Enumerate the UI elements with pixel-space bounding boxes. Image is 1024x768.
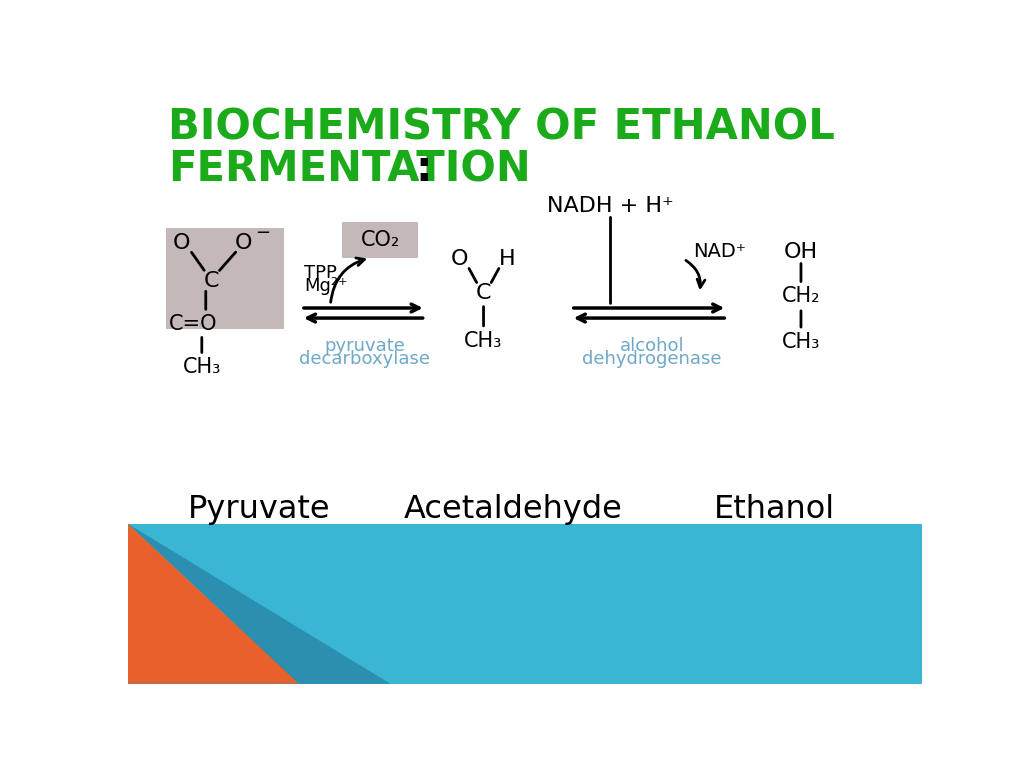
Text: TPP,: TPP, [304,263,343,282]
Text: CH₂: CH₂ [781,286,820,306]
Text: NAD⁺: NAD⁺ [692,243,745,261]
Text: Ethanol: Ethanol [714,494,836,525]
Text: H: H [499,249,516,269]
Text: Acetaldehyde: Acetaldehyde [403,494,623,525]
Text: −: − [255,224,270,242]
Text: Mg²⁺: Mg²⁺ [304,277,348,295]
Polygon shape [128,584,390,684]
Text: CO₂: CO₂ [360,230,400,250]
Polygon shape [128,524,299,684]
Text: CH₃: CH₃ [464,330,503,350]
Text: CH₃: CH₃ [781,332,820,352]
Text: OH: OH [784,242,818,262]
Text: O: O [173,233,190,253]
Text: C: C [476,283,492,303]
Text: alcohol: alcohol [620,337,684,356]
Text: C=O: C=O [169,314,217,334]
Text: :: : [416,148,432,190]
Text: pyruvate: pyruvate [324,337,404,356]
Polygon shape [128,524,922,684]
Text: FERMENTATION: FERMENTATION [168,148,530,190]
Text: NADH + H⁺: NADH + H⁺ [547,196,674,216]
Text: O: O [451,249,468,269]
Text: decarboxylase: decarboxylase [299,350,430,369]
Text: dehydrogenase: dehydrogenase [582,350,722,369]
Text: Pyruvate: Pyruvate [187,494,331,525]
Text: BIOCHEMISTRY OF ETHANOL: BIOCHEMISTRY OF ETHANOL [168,107,835,149]
Bar [342,222,418,258]
Polygon shape [128,524,390,684]
Bar [166,228,284,329]
Text: O: O [234,233,252,253]
Text: CH₃: CH₃ [182,357,221,377]
Text: C: C [204,271,219,291]
